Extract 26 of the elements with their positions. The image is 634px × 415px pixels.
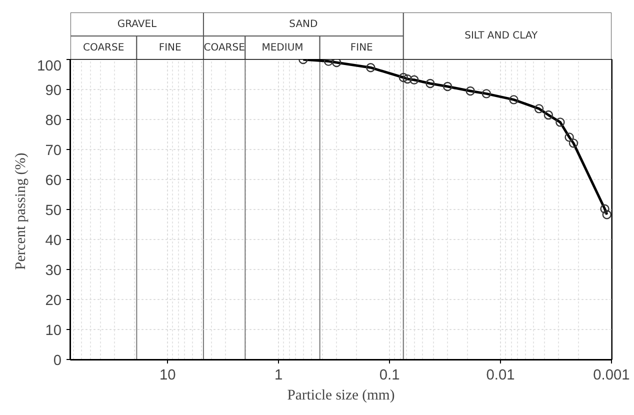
- y-axis-title: Percent passing (%): [13, 152, 30, 270]
- x-tick-label: 0.001: [593, 368, 630, 384]
- x-tick-label: 0.1: [379, 368, 400, 384]
- y-tick-label: 90: [45, 83, 62, 99]
- band-label: SILT AND CLAY: [464, 30, 538, 42]
- y-tick-label: 80: [45, 113, 62, 129]
- y-tick-label: 20: [45, 293, 62, 309]
- y-tick-label: 60: [45, 173, 62, 189]
- y-tick-label: 0: [53, 353, 62, 369]
- text: COARSE: [83, 42, 124, 54]
- y-tick-label: 10: [45, 323, 62, 339]
- y-tick-label: 50: [45, 203, 62, 219]
- x-tick-label: 10: [159, 368, 176, 384]
- text: FINE: [350, 42, 373, 54]
- band-label: GRAVEL: [117, 18, 158, 30]
- band-label: SAND: [289, 18, 318, 30]
- y-tick-label: 40: [45, 233, 62, 249]
- text: MEDIUM: [262, 42, 304, 54]
- y-tick-label: 100: [37, 58, 62, 74]
- text: FINE: [158, 42, 182, 54]
- text: COARSE: [204, 42, 245, 54]
- x-tick-label: 0.01: [486, 368, 515, 384]
- y-tick-label: 70: [45, 143, 62, 159]
- x-axis-title: Particle size (mm): [287, 388, 395, 404]
- y-tick-label: 30: [45, 263, 62, 279]
- x-tick-label: 1: [274, 368, 283, 384]
